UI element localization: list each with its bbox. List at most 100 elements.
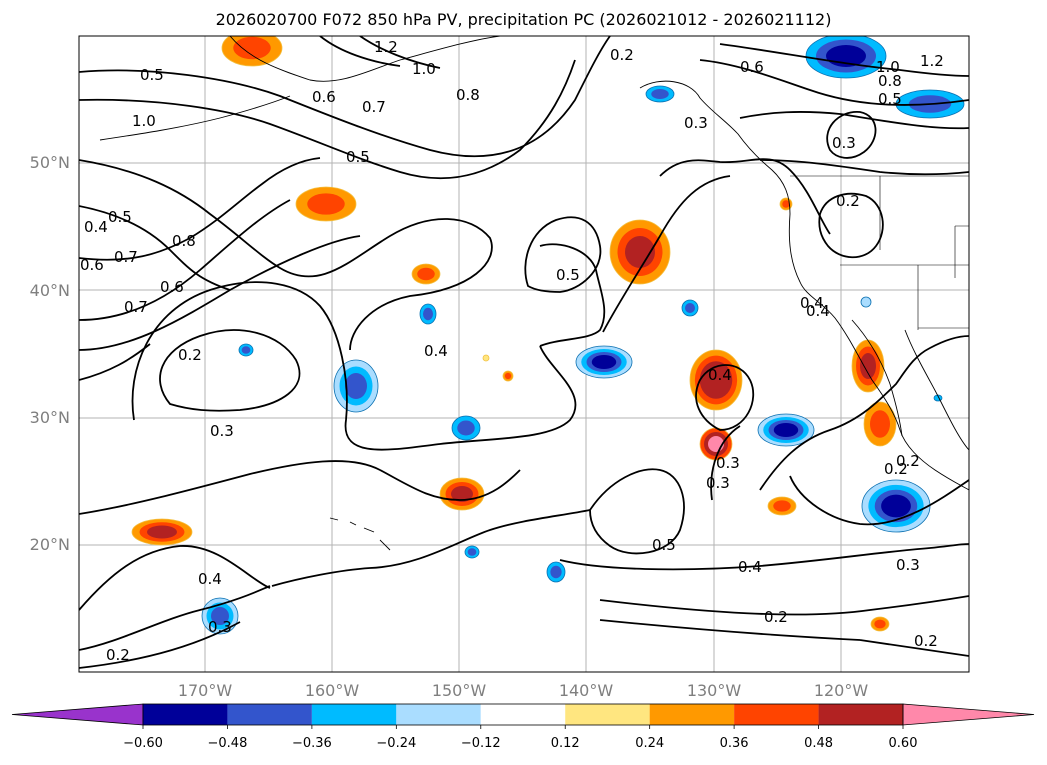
precip-anomaly-blob: [451, 415, 481, 441]
aleutian-islands: [99, 95, 291, 141]
colorbar-cell: [565, 704, 650, 725]
pv-contour: [79, 159, 493, 351]
colorbar-tick-label: −0.36: [292, 736, 332, 751]
pv-contour: [739, 111, 969, 130]
precip-anomaly-level: [874, 619, 886, 629]
north-america-coast: [639, 80, 969, 491]
contour-label: 0.3: [208, 618, 232, 636]
pv-contour: [271, 509, 591, 587]
precip-anomaly-level: [782, 200, 790, 208]
contour-label: 0.5: [140, 66, 164, 84]
precip-anomaly-level: [457, 420, 475, 436]
lon-tick-label: 140°W: [559, 681, 614, 700]
pv-contour: [719, 43, 969, 77]
contour-label: 0.7: [362, 98, 386, 116]
precip-anomaly-level: [651, 89, 669, 99]
pv-contour: [659, 158, 831, 235]
contour-label: 0.3: [706, 474, 730, 492]
colorbar-cell: [311, 704, 397, 725]
pv-contour: [826, 111, 877, 159]
precip-anomaly-blob: [860, 296, 872, 308]
contour-label: 0.5: [346, 148, 370, 166]
pv-contour: [79, 460, 521, 515]
pv-contour: [859, 639, 969, 657]
pv-contour: [524, 216, 602, 293]
precip-anomaly-blob: [295, 186, 357, 222]
contour-label: 0.4: [84, 218, 108, 236]
pv-contour: [539, 243, 606, 347]
colorbar-tick-label: 0.24: [635, 736, 664, 751]
precip-anomaly-blob: [464, 545, 480, 559]
precip-anomaly-blob: [482, 354, 490, 362]
colorbar-tick-label: 0.36: [720, 736, 749, 751]
precip-anomaly-level: [773, 500, 791, 512]
precip-anomaly-level: [451, 486, 473, 502]
alaska-coast: [229, 36, 501, 82]
contour-label: 0.4: [800, 294, 824, 312]
contour-label: 0.6: [740, 58, 764, 76]
precip-anomaly-level: [704, 366, 728, 394]
pv-contour: [319, 36, 401, 67]
precip-anomaly-blob: [419, 303, 437, 325]
contour-label: 0.5: [878, 90, 902, 108]
pv-contour: [789, 475, 969, 526]
contour-label: 0.2: [764, 608, 788, 626]
colorbar: [11, 703, 1035, 726]
precip-anomaly-level: [504, 372, 512, 380]
lat-tick-label: 30°N: [30, 408, 70, 427]
colorbar-cell: [143, 704, 228, 725]
pv-contour: [79, 545, 271, 611]
hawaii-islands: [329, 517, 391, 551]
contour-label: 0.5: [652, 536, 676, 554]
precip-anomaly-blob: [767, 496, 797, 516]
precip-anomaly-level: [591, 355, 617, 369]
lat-tick-label: 20°N: [30, 535, 70, 554]
contour-label: 0.6: [312, 88, 336, 106]
contour-label: 1.0: [132, 112, 156, 130]
colorbar-outline: [142, 703, 904, 726]
contour-label: 0.2: [106, 646, 130, 664]
colorbar-cell: [734, 704, 819, 725]
map-background: [79, 36, 969, 672]
precip-anomaly-level: [307, 193, 345, 215]
lon-tick-label: 120°W: [814, 681, 869, 700]
pv-contour: [559, 543, 969, 571]
lon-tick-label: 150°W: [432, 681, 487, 700]
pv-contour: [759, 159, 969, 176]
pv-contour: [79, 36, 611, 158]
colorbar-tick-label: 0.12: [551, 736, 580, 751]
longitude-labels: 170°W 160°W 150°W 140°W 130°W 120°W: [178, 681, 869, 700]
pv-contour: [79, 59, 576, 180]
precip-anomaly-blob: [757, 413, 815, 447]
contour-label: 0.5: [108, 208, 132, 226]
precip-anomaly-blob: [863, 401, 897, 447]
contour-label: 0.7: [124, 298, 148, 316]
contour-label: 1.0: [412, 60, 436, 78]
pv-contour: [695, 364, 755, 431]
precip-anomaly-blob: [645, 85, 675, 103]
pv-contour: [79, 205, 231, 291]
contour-label: 0.2: [914, 632, 938, 650]
pv-contour: [79, 621, 241, 669]
lon-tick-label: 130°W: [687, 681, 742, 700]
lat-tick-label: 40°N: [30, 281, 70, 300]
precip-anomaly-blob: [699, 427, 733, 461]
pv-contour: [359, 36, 441, 69]
precip-anomaly-level: [870, 410, 890, 438]
contour-label: 0.2: [836, 192, 860, 210]
pv-contour: [79, 199, 291, 321]
pv-contour: [699, 59, 969, 106]
precip-anomaly-blob: [681, 299, 699, 317]
precip-anomaly-blob: [221, 36, 283, 67]
pv-contour: [710, 425, 741, 501]
colorbar-extend-high: [902, 703, 1035, 726]
precip-anomaly-level: [860, 296, 872, 308]
precip-anomaly-blob: [861, 479, 931, 533]
pv-contour: [131, 281, 577, 451]
pv-contour: [79, 585, 271, 651]
precip-anomaly-level: [685, 303, 695, 313]
pv-contour: [159, 329, 301, 412]
pv-contour: [759, 335, 969, 491]
pv-contour: [79, 157, 321, 261]
coastlines: [99, 36, 969, 551]
